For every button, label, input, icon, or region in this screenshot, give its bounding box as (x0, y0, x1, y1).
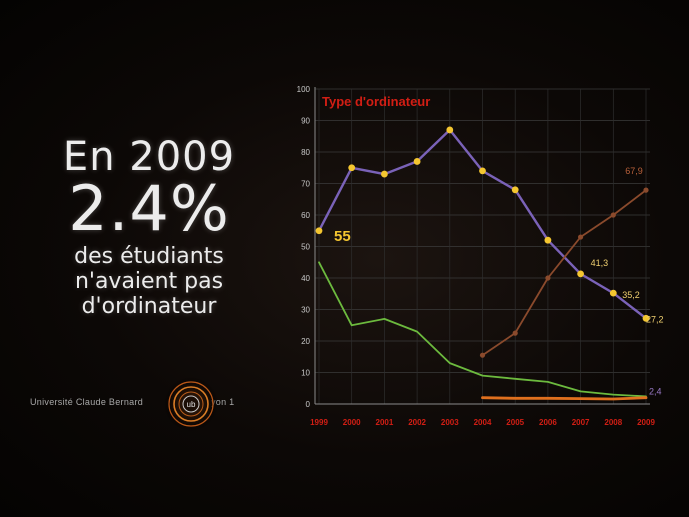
y-tick-label: 80 (301, 148, 310, 157)
series-point-1 (545, 275, 551, 281)
y-tick-label: 60 (301, 211, 310, 220)
series-point-0 (381, 170, 388, 178)
y-tick-label: 90 (301, 117, 310, 126)
university-city: Lyon 1 (206, 397, 235, 407)
series-point-0 (348, 164, 356, 172)
headline-caption-line-3: d'ordinateur (81, 294, 217, 319)
series-line-2 (318, 261, 647, 398)
headline-caption-line-1: des étudiants (74, 244, 224, 269)
series-point-0 (511, 186, 519, 194)
university-name: Université Claude Bernard (30, 397, 144, 407)
series-point-0 (315, 227, 323, 235)
university-branding: Université Claude Bernard Lyon 1 ub (30, 377, 270, 431)
series-line-3 (481, 396, 648, 401)
x-tick-label: 2004 (474, 418, 492, 427)
x-tick-label: 2001 (376, 418, 394, 427)
y-tick-label: 50 (301, 243, 310, 252)
series-point-1 (643, 187, 649, 193)
x-tick-label: 2005 (506, 418, 524, 427)
x-tick-label: 1999 (310, 418, 328, 427)
data-label: 27,2 (646, 314, 664, 324)
x-tick-label: 2009 (637, 418, 655, 427)
data-label: 2,4 (649, 386, 662, 396)
series-point-1 (512, 330, 518, 336)
data-label: 41,3 (591, 258, 609, 268)
y-tick-label: 40 (301, 274, 310, 283)
series-line-1 (481, 189, 647, 357)
headline-year: En 2009 (62, 134, 236, 180)
series-point-0 (479, 167, 486, 175)
x-tick-label: 2002 (408, 418, 426, 427)
y-tick-label: 100 (297, 85, 311, 94)
x-tick-label: 2000 (343, 418, 361, 427)
series-point-0 (609, 289, 617, 297)
series-point-1 (578, 234, 584, 240)
series-point-1 (479, 352, 486, 358)
x-tick-label: 2008 (604, 418, 622, 427)
y-tick-label: 30 (301, 306, 310, 315)
x-tick-label: 2003 (441, 418, 459, 427)
data-label: 67,9 (625, 166, 643, 176)
x-tick-label: 2007 (572, 418, 590, 427)
university-logo-icon: ub (164, 377, 218, 431)
logo-lettering: ub (187, 400, 196, 409)
series-point-0 (446, 126, 454, 134)
x-tick-label: 2006 (539, 418, 557, 427)
headline-block: En 2009 2.4% des étudiants n'avaient pas… (34, 132, 264, 319)
headline-caption-line-2: n'avaient pas (74, 269, 224, 294)
data-label: 35,2 (622, 290, 640, 300)
y-tick-label: 70 (301, 180, 310, 189)
headline-percent: 2.4% (68, 172, 230, 245)
y-tick-label: 20 (301, 337, 310, 346)
series-point-0 (577, 270, 584, 278)
series-point-0 (642, 314, 650, 322)
series-point-0 (413, 158, 421, 165)
chart-title: Type d'ordinateur (322, 94, 430, 109)
series-point-1 (610, 212, 616, 218)
data-label: 55 (334, 228, 351, 245)
y-tick-label: 0 (306, 400, 311, 409)
y-tick-label: 10 (301, 369, 310, 378)
series-point-0 (544, 236, 552, 244)
